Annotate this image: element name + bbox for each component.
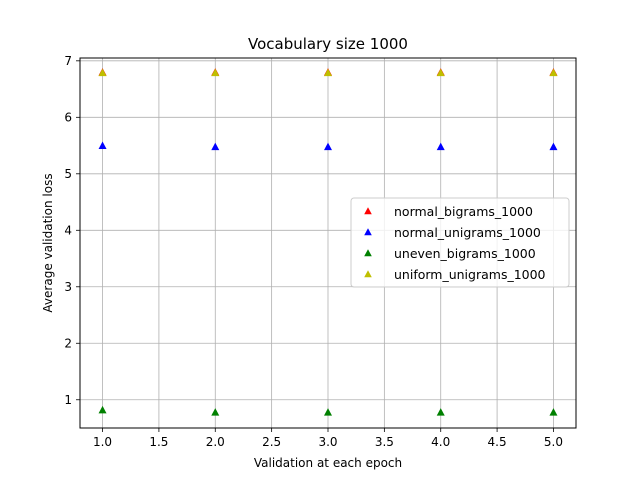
grid [80,58,576,428]
data-point-normal_unigrams_1000 [549,142,558,151]
data-point-uniform_unigrams_1000 [324,68,332,77]
data-point-uniform_unigrams_1000 [436,68,445,77]
data-point-normal_unigrams_1000 [211,142,220,151]
legend: normal_bigrams_1000 normal_unigrams_1000u… [350,197,570,288]
data-point-uniform_unigrams_1000 [98,68,107,77]
y-tick-label: 3 [64,280,72,294]
y-tick-label: 5 [64,167,72,181]
legend-marker [364,228,372,236]
data-point-uneven_bigrams_1000 [324,408,332,416]
legend-marker [364,207,372,215]
y-tick-label: 7 [64,54,72,68]
x-tick-label: 1.0 [93,435,112,449]
data-point-uneven_bigrams_1000 [98,405,107,414]
legend-label: normal_unigrams_1000 [394,225,541,240]
legend-marker [364,270,372,278]
data-points [98,68,558,416]
x-tick-label: 5.0 [544,435,563,449]
data-point-uniform_unigrams_1000 [211,68,220,77]
data-point-uniform_unigrams_1000 [549,68,558,77]
legend-box [350,197,570,288]
legend-label: normal_bigrams_1000 [394,204,533,219]
x-tick-label: 2.5 [262,435,281,449]
y-axis-ticks: 1 2 3 4 5 6 7 [64,54,80,407]
x-tick-label: 3.0 [318,435,337,449]
x-axis-ticks: 1.0 1.5 2.0 2.5 3.0 3.5 4.0 4.5 5.0 [93,428,563,449]
chart-title: Vocabulary size 1000 [248,35,408,53]
x-tick-label: 3.5 [375,435,394,449]
data-point-normal_unigrams_1000 [98,141,107,149]
legend-label: uniform_unigrams_1000 [394,267,546,282]
y-tick-label: 6 [64,110,72,124]
y-tick-label: 2 [64,336,72,350]
x-tick-label: 2.0 [206,435,225,449]
legend-label: uneven_bigrams_1000 [394,246,536,261]
data-point-normal_unigrams_1000 [436,142,445,151]
y-tick-label: 1 [64,393,72,407]
data-point-uneven_bigrams_1000 [436,408,445,416]
data-point-uneven_bigrams_1000 [549,408,558,416]
x-tick-label: 1.5 [149,435,168,449]
x-tick-label: 4.5 [488,435,507,449]
x-axis-label: Validation at each epoch [254,456,402,470]
data-point-normal_unigrams_1000 [324,142,332,151]
data-point-uneven_bigrams_1000 [211,408,220,416]
y-axis-label: Average validation loss [41,173,55,312]
legend-marker [364,249,372,257]
y-tick-label: 4 [64,223,72,237]
x-tick-label: 4.0 [431,435,450,449]
